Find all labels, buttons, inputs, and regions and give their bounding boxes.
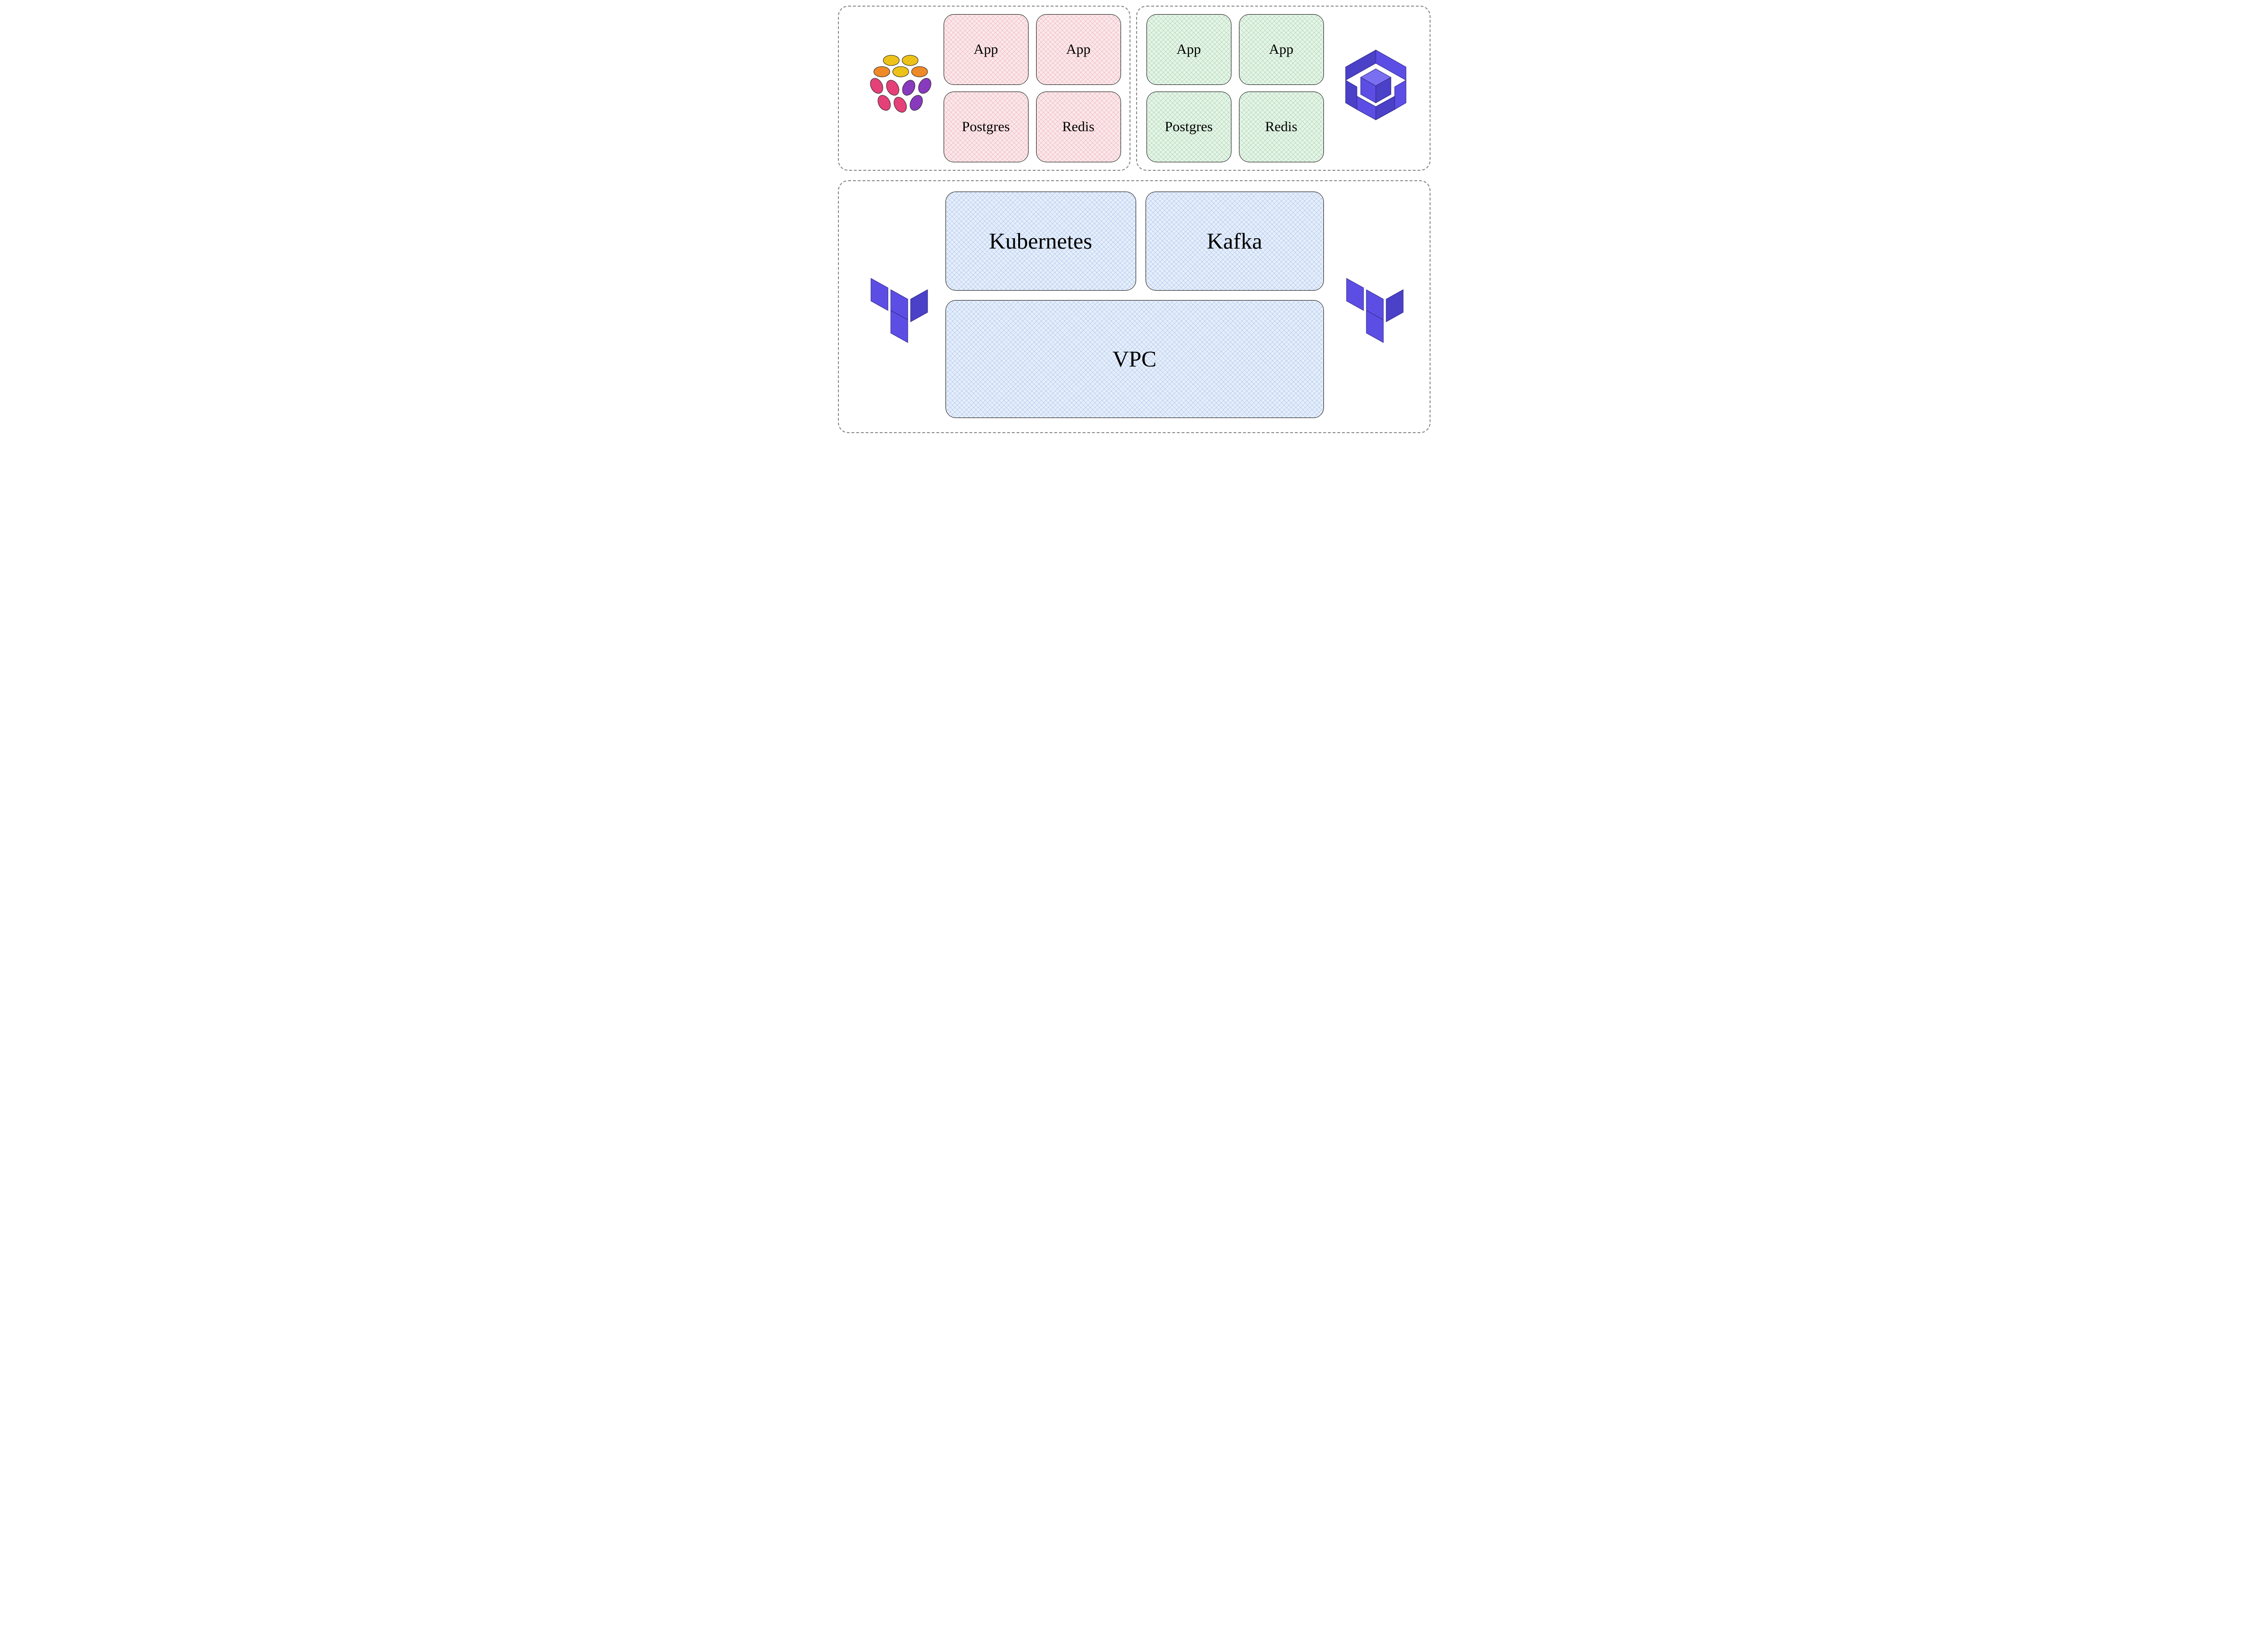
terraform-icon xyxy=(865,274,931,344)
box-hex-postgres: Postgres xyxy=(1147,92,1231,162)
label-redis: Redis xyxy=(1062,119,1094,135)
label-app: App xyxy=(1066,42,1091,58)
box-kubernetes: Kubernetes xyxy=(946,192,1136,291)
hex-cube-icon xyxy=(1338,47,1414,123)
box-hex-app-2: App xyxy=(1239,14,1324,85)
label-kafka: Kafka xyxy=(1207,228,1262,254)
label-app: App xyxy=(1269,42,1294,58)
label-vpc: VPC xyxy=(1113,346,1156,372)
box-hex-redis: Redis xyxy=(1239,92,1324,162)
box-hex-app-1: App xyxy=(1147,14,1231,85)
box-pulumi-postgres: Postgres xyxy=(944,92,1029,162)
box-pulumi-redis: Redis xyxy=(1036,92,1121,162)
box-pulumi-app-1: App xyxy=(944,14,1029,85)
terraform-icon xyxy=(1341,274,1407,344)
label-postgres: Postgres xyxy=(962,119,1010,135)
label-app: App xyxy=(1177,42,1201,58)
label-redis: Redis xyxy=(1265,119,1297,135)
box-vpc: VPC xyxy=(946,300,1324,418)
label-kubernetes: Kubernetes xyxy=(989,228,1092,254)
box-kafka: Kafka xyxy=(1146,192,1324,291)
box-pulumi-app-2: App xyxy=(1036,14,1121,85)
label-app: App xyxy=(974,42,998,58)
label-postgres: Postgres xyxy=(1165,119,1213,135)
diagram-canvas: App App Postgres Redis App App Postgres … xyxy=(832,0,1436,439)
pulumi-icon xyxy=(865,52,931,120)
